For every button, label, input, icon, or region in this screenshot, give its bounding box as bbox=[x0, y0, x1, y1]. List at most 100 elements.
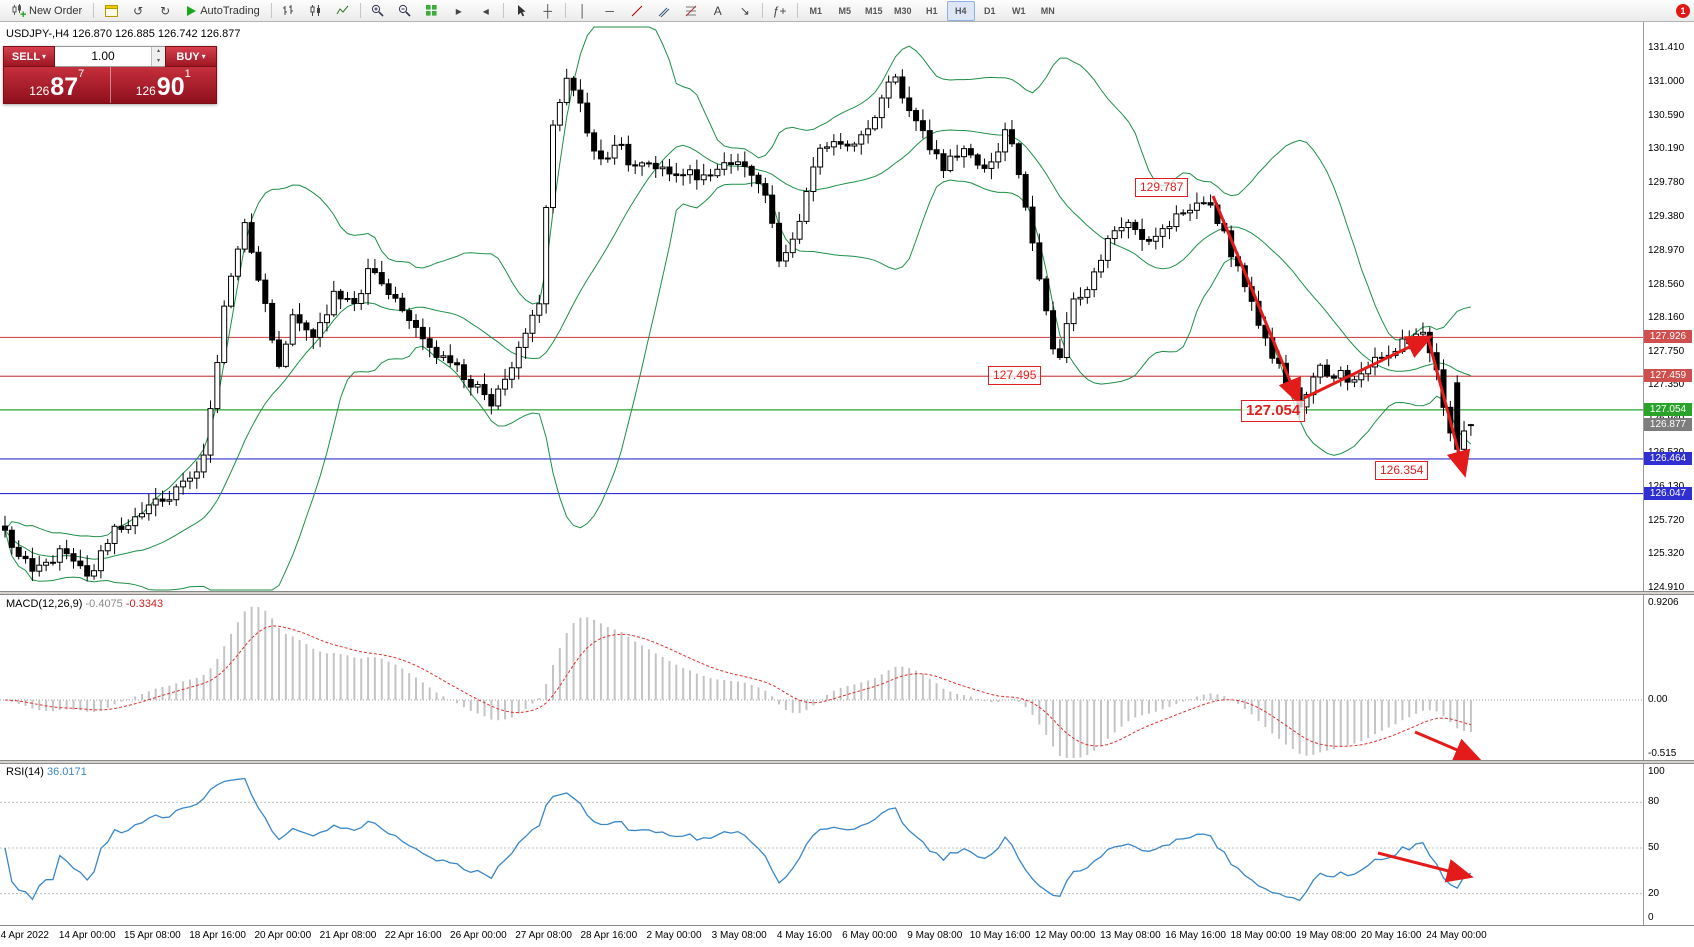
line-chart-button[interactable] bbox=[330, 1, 356, 21]
price-callout[interactable]: 129.787 bbox=[1135, 178, 1189, 197]
price-axis-divider bbox=[1643, 22, 1644, 925]
time-axis-label: 22 Apr 16:00 bbox=[384, 930, 442, 941]
volume-value[interactable]: 1.00 bbox=[91, 49, 115, 63]
chevron-down-icon: ▾ bbox=[201, 52, 206, 61]
history-button[interactable]: ↻ bbox=[152, 1, 178, 21]
price-axis-tick: 126.130 bbox=[1648, 481, 1692, 492]
arrows-tool-icon: ↘ bbox=[739, 3, 750, 18]
price-axis-tick: 125.320 bbox=[1648, 547, 1685, 559]
indicators-button[interactable]: ƒ+ bbox=[767, 1, 793, 21]
time-axis-label: 28 Apr 16:00 bbox=[580, 930, 638, 941]
price-level-tag: 127.054 bbox=[1644, 402, 1692, 416]
time-axis-label: 27 Apr 08:00 bbox=[515, 930, 572, 941]
refresh-button[interactable]: ↺ bbox=[125, 1, 151, 21]
chart-shift-button[interactable]: ◂ bbox=[473, 1, 499, 21]
autotrading-label: AutoTrading bbox=[200, 4, 260, 17]
price-callout[interactable]: 127.054 bbox=[1241, 400, 1306, 422]
toolbar-separator bbox=[761, 3, 763, 18]
price-axis-tick: 128.560 bbox=[1648, 278, 1685, 290]
timeframe-m30-button[interactable]: M30 bbox=[893, 5, 912, 16]
arrows-tool-button[interactable]: ↘ bbox=[732, 1, 758, 21]
candlestick-chart-icon bbox=[309, 4, 322, 17]
new-order-button[interactable]: + New Order bbox=[4, 1, 89, 21]
time-axis-label: 18 Apr 16:00 bbox=[189, 930, 246, 941]
sell-button-label: SELL bbox=[11, 50, 41, 63]
timeframe-h4-button[interactable]: H4 bbox=[946, 0, 975, 21]
price-callout[interactable]: 126.354 bbox=[1375, 461, 1429, 480]
sell-price-big: 87 bbox=[50, 73, 79, 101]
text-tool-button[interactable]: A bbox=[705, 1, 731, 21]
toolbar-separator bbox=[359, 3, 361, 18]
volume-field[interactable]: 1.00 ▴ ▾ bbox=[55, 46, 165, 67]
rsi-scale-label: 80 bbox=[1648, 796, 1660, 808]
macd-main-value: -0.4075 bbox=[85, 598, 123, 610]
channel-button[interactable] bbox=[651, 1, 677, 21]
rsi-scale-label: 50 bbox=[1648, 842, 1660, 853]
price-axis-tick: 129.780 bbox=[1648, 177, 1685, 189]
auto-scroll-button[interactable]: ▸ bbox=[446, 1, 472, 21]
toolbar-separator bbox=[564, 3, 566, 18]
new-order-label: New Order bbox=[29, 4, 83, 17]
timeframe-m1-button[interactable]: M1 bbox=[809, 5, 822, 16]
price-axis-tick: 124.910 bbox=[1648, 582, 1685, 594]
vertical-line-button[interactable]: │ bbox=[570, 1, 596, 21]
trendline-button[interactable] bbox=[624, 1, 650, 21]
timeframe-mn-button[interactable]: MN bbox=[1040, 5, 1055, 16]
price-level-tag: 127.459 bbox=[1644, 369, 1692, 383]
chart-shift-icon: ◂ bbox=[482, 3, 489, 18]
sell-price-button[interactable]: 126 87 7 bbox=[4, 67, 111, 103]
buy-price-prefix: 126 bbox=[135, 84, 156, 98]
chevron-down-icon: ▾ bbox=[42, 52, 47, 61]
timeframe-group: M1 M5 M15 M30 H1 H4 D1 W1 MN bbox=[802, 0, 1062, 21]
new-order-icon: + bbox=[11, 3, 26, 18]
price-axis-tick: 129.380 bbox=[1648, 210, 1685, 222]
spinner-down-icon[interactable]: ▾ bbox=[152, 56, 165, 66]
buy-button[interactable]: BUY ▾ bbox=[165, 46, 217, 67]
buy-price-button[interactable]: 126 90 1 bbox=[111, 67, 217, 103]
macd-signal-value: -0.3343 bbox=[125, 598, 164, 610]
time-axis-label: 14 Apr 2022 bbox=[0, 930, 49, 941]
order-panel-price-row: 126 87 7 126 90 1 bbox=[3, 67, 217, 104]
fibonacci-button[interactable] bbox=[678, 1, 704, 21]
rsi-panel-separator[interactable] bbox=[0, 760, 1694, 764]
horizontal-line-button[interactable]: ─ bbox=[597, 1, 623, 21]
tile-windows-button[interactable] bbox=[419, 1, 445, 21]
price-level-tag: 126.047 bbox=[1644, 486, 1692, 500]
macd-panel-separator[interactable] bbox=[0, 591, 1694, 595]
autotrading-button[interactable]: AutoTrading bbox=[179, 1, 267, 21]
history-icon: ↻ bbox=[160, 3, 171, 18]
price-level-tag: 126.464 bbox=[1644, 451, 1692, 465]
new-chart-button[interactable] bbox=[98, 1, 124, 21]
sell-button[interactable]: SELL ▾ bbox=[3, 46, 55, 67]
trendline-icon bbox=[631, 5, 643, 17]
price-callout[interactable]: 127.495 bbox=[988, 366, 1042, 385]
timeframe-m5-button[interactable]: M5 bbox=[838, 5, 851, 16]
cursor-button[interactable] bbox=[508, 1, 534, 21]
timeframe-d1-button[interactable]: D1 bbox=[983, 5, 996, 16]
timeframe-w1-button[interactable]: W1 bbox=[1011, 5, 1026, 16]
buy-button-label: BUY bbox=[176, 50, 200, 63]
time-axis-label: 19 May 08:00 bbox=[1295, 930, 1357, 941]
volume-spinner[interactable]: ▴ ▾ bbox=[151, 47, 165, 66]
time-axis-label: 13 May 08:00 bbox=[1100, 930, 1161, 941]
price-axis-tick: 131.410 bbox=[1648, 42, 1685, 53]
macd-scale-label: 0.00 bbox=[1648, 694, 1668, 705]
zoom-out-button[interactable] bbox=[392, 1, 418, 21]
crosshair-button[interactable]: ┼ bbox=[535, 1, 561, 21]
chart-window-icon bbox=[104, 4, 118, 17]
rsi-scale-label: 100 bbox=[1648, 766, 1665, 777]
spinner-up-icon[interactable]: ▴ bbox=[152, 47, 165, 57]
text-tool-icon: A bbox=[713, 3, 722, 18]
time-axis-label: 18 May 00:00 bbox=[1230, 930, 1292, 941]
time-axis bbox=[0, 925, 1694, 947]
time-axis-label: 12 May 00:00 bbox=[1034, 930, 1096, 941]
candlestick-chart-button[interactable] bbox=[303, 1, 329, 21]
current-price-tag: 126.877 bbox=[1644, 417, 1692, 431]
ohlc-info: USDJPY-,H4 126.870 126.885 126.742 126.8… bbox=[6, 28, 241, 40]
zoom-in-button[interactable] bbox=[365, 1, 391, 21]
timeframe-h1-button[interactable]: H1 bbox=[925, 5, 938, 16]
notification-badge[interactable]: 1 bbox=[1676, 3, 1690, 18]
bar-chart-button[interactable] bbox=[276, 1, 302, 21]
timeframe-m15-button[interactable]: M15 bbox=[864, 5, 883, 16]
time-axis-label: 20 May 16:00 bbox=[1360, 930, 1422, 941]
